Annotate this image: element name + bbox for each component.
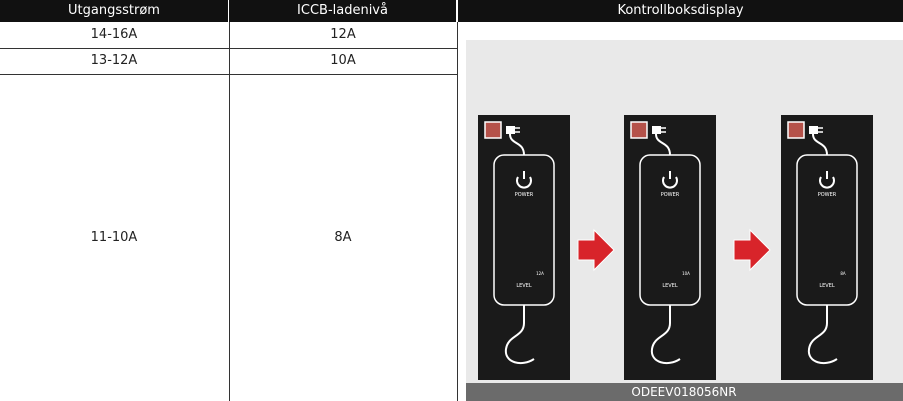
power-icon — [662, 171, 678, 189]
plug — [809, 126, 818, 134]
column-line — [457, 22, 458, 401]
plug-pins — [818, 127, 823, 133]
cell: 11-10A — [90, 230, 138, 245]
power-icon — [819, 171, 835, 189]
cable — [812, 133, 828, 156]
row-line — [0, 74, 457, 75]
cable — [504, 305, 535, 365]
header-cell: Utgangsstrøm — [0, 0, 228, 22]
device: POWER 12A LEVEL — [478, 115, 570, 380]
indicator — [787, 121, 805, 139]
device: POWER 10A LEVEL — [624, 115, 716, 380]
cable — [509, 133, 525, 156]
header-cell: ICCB-ladenivå — [229, 0, 456, 22]
cell: 10A — [330, 53, 356, 68]
current-label: 12A — [536, 271, 544, 276]
current-label: 8A — [840, 271, 846, 276]
device: POWER 8A LEVEL — [781, 115, 873, 380]
cable — [807, 305, 838, 365]
plug — [506, 126, 515, 134]
plug-pins — [515, 127, 520, 133]
level-label: LEVEL — [819, 283, 835, 289]
cell: 13-12A — [90, 53, 138, 68]
figure: ODEEV018056NR POWER 12A LEVEL POWER 10A LEVEL… — [466, 40, 903, 401]
cable — [650, 305, 681, 365]
header-cell: Kontrollboksdisplay — [458, 0, 903, 22]
column-line — [229, 22, 230, 401]
power-label: POWER — [818, 192, 837, 198]
power-icon — [516, 171, 532, 189]
arrow — [577, 228, 615, 272]
indicator — [630, 121, 648, 139]
plug-pins — [661, 127, 666, 133]
cell: 14-16A — [90, 27, 138, 42]
cell: 12A — [330, 27, 356, 42]
power-label: POWER — [515, 192, 534, 198]
plug — [652, 126, 661, 134]
indicator — [484, 121, 502, 139]
power-label: POWER — [661, 192, 680, 198]
level-label: LEVEL — [516, 283, 532, 289]
current-label: 10A — [682, 271, 690, 276]
level-label: LEVEL — [662, 283, 678, 289]
cell: 8A — [334, 230, 352, 245]
caption: ODEEV018056NR — [631, 385, 736, 399]
arrow — [733, 228, 771, 272]
caption-bar — [466, 383, 903, 401]
cable — [655, 133, 671, 156]
row-line — [0, 48, 457, 49]
